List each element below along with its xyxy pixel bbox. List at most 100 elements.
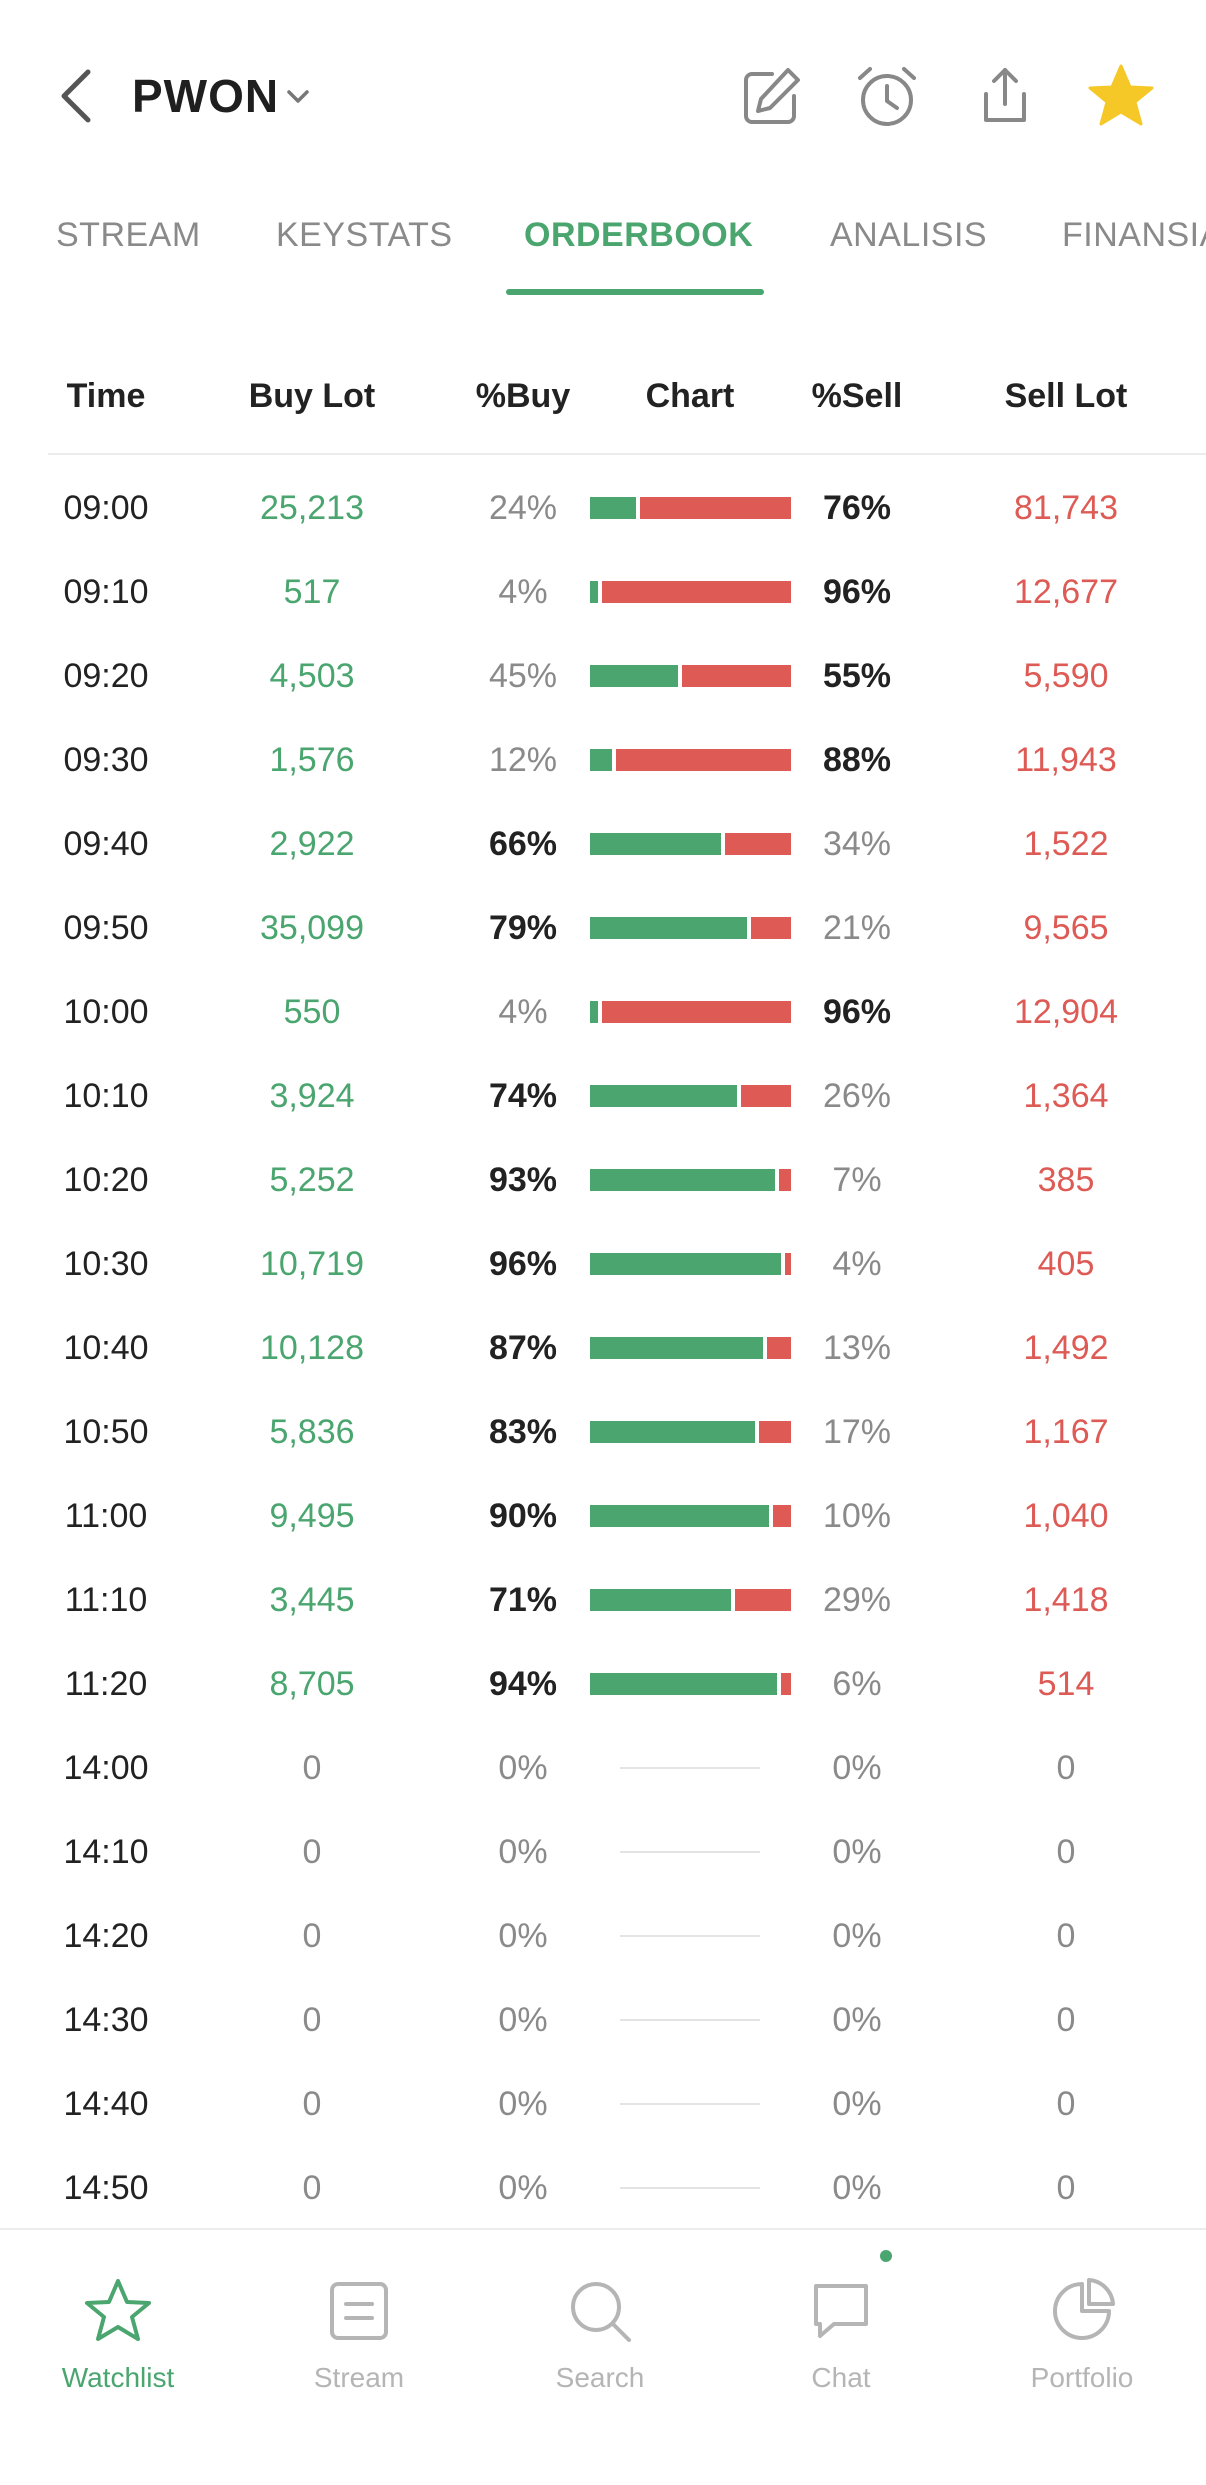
row-sell-lot: 9,565: [1023, 909, 1109, 947]
row-buy-lot: 5,836: [269, 1413, 355, 1451]
row-pct-buy: 71%: [488, 1581, 558, 1619]
alarm-clock-icon[interactable]: [852, 62, 922, 132]
table-row: 11:00 9,495 90% 10% 1,040: [0, 1474, 1206, 1558]
buy-ratio-bar: [590, 1421, 755, 1443]
nav-label-chat: Chat: [811, 2362, 871, 2393]
chevron-down-icon[interactable]: [282, 80, 314, 112]
chat-icon: [814, 2284, 868, 2338]
row-buy-lot: 0: [302, 2169, 322, 2207]
star-icon[interactable]: [1086, 62, 1156, 132]
row-ratio-chart: [590, 1253, 791, 1275]
table-row: 10:50 5,836 83% 17% 1,167: [0, 1390, 1206, 1474]
table-row: 10:00 550 4% 96% 12,904: [0, 970, 1206, 1054]
sell-ratio-bar: [640, 497, 791, 519]
row-pct-buy: 0%: [498, 1833, 548, 1871]
row-pct-sell: 6%: [832, 1665, 882, 1703]
row-sell-lot: 1,040: [1023, 1497, 1109, 1535]
row-pct-buy: 90%: [488, 1497, 558, 1535]
row-ratio-chart: [590, 1925, 791, 1947]
buy-ratio-bar: [590, 1085, 737, 1107]
table-row: 09:40 2,922 66% 34% 1,522: [0, 802, 1206, 886]
row-ratio-chart: [590, 1337, 791, 1359]
row-ratio-chart: [590, 2093, 791, 2115]
table-row: 10:40 10,128 87% 13% 1,492: [0, 1306, 1206, 1390]
buy-ratio-bar: [590, 1505, 769, 1527]
row-buy-lot: 2,922: [269, 825, 355, 863]
row-pct-sell: 96%: [822, 573, 892, 611]
sell-ratio-bar: [779, 1169, 791, 1191]
row-pct-buy: 0%: [498, 2169, 548, 2207]
empty-ratio-line: [620, 1767, 760, 1769]
tab-keystats[interactable]: KEYSTATS: [276, 216, 453, 254]
edit-icon[interactable]: [736, 62, 806, 132]
table-row: 10:10 3,924 74% 26% 1,364: [0, 1054, 1206, 1138]
sell-ratio-bar: [781, 1673, 791, 1695]
row-pct-sell: 4%: [832, 1245, 882, 1283]
nav-chat[interactable]: Chat: [741, 2250, 941, 2410]
row-pct-buy: 74%: [488, 1077, 558, 1115]
row-pct-buy: 0%: [498, 1749, 548, 1787]
pie-chart-icon: [1053, 2278, 1115, 2340]
row-pct-sell: 7%: [832, 1161, 882, 1199]
row-pct-sell: 13%: [822, 1329, 892, 1367]
row-sell-lot: 12,677: [1014, 573, 1118, 611]
row-buy-lot: 10,128: [260, 1329, 364, 1367]
buy-ratio-bar: [590, 1337, 763, 1359]
nav-stream[interactable]: Stream: [259, 2250, 459, 2410]
row-sell-lot: 1,364: [1023, 1077, 1109, 1115]
sell-ratio-bar: [741, 1085, 791, 1107]
row-sell-lot: 0: [1056, 2001, 1076, 2039]
header-divider: [48, 453, 1206, 455]
row-pct-sell: 34%: [822, 825, 892, 863]
row-ratio-chart: [590, 1421, 791, 1443]
row-pct-sell: 76%: [822, 489, 892, 527]
tab-orderbook[interactable]: ORDERBOOK: [524, 216, 754, 254]
table-row: 09:50 35,099 79% 21% 9,565: [0, 886, 1206, 970]
empty-ratio-line: [620, 2103, 760, 2105]
sell-ratio-bar: [785, 1253, 791, 1275]
row-time: 10:30: [63, 1245, 149, 1283]
row-sell-lot: 1,522: [1023, 825, 1109, 863]
row-sell-lot: 385: [1037, 1161, 1095, 1199]
share-icon[interactable]: [970, 62, 1040, 132]
row-pct-sell: 0%: [832, 2085, 882, 2123]
buy-ratio-bar: [590, 1589, 731, 1611]
nav-portfolio[interactable]: Portfolio: [982, 2250, 1182, 2410]
row-pct-buy: 4%: [498, 573, 548, 611]
row-sell-lot: 0: [1056, 1917, 1076, 1955]
row-ratio-chart: [590, 749, 791, 771]
row-pct-buy: 0%: [498, 2085, 548, 2123]
row-sell-lot: 0: [1056, 1749, 1076, 1787]
row-pct-sell: 0%: [832, 1917, 882, 1955]
table-row: 10:20 5,252 93% 7% 385: [0, 1138, 1206, 1222]
row-pct-buy: 24%: [488, 489, 558, 527]
tab-analisis[interactable]: ANALISIS: [830, 216, 988, 254]
tab-finansial[interactable]: FINANSIAL: [1062, 216, 1206, 254]
row-buy-lot: 9,495: [269, 1497, 355, 1535]
table-row: 09:20 4,503 45% 55% 5,590: [0, 634, 1206, 718]
row-sell-lot: 0: [1056, 2169, 1076, 2207]
nav-label-stream: Stream: [313, 2362, 405, 2393]
column-header-time: Time: [66, 377, 146, 415]
row-buy-lot: 0: [302, 2085, 322, 2123]
row-time: 10:10: [63, 1077, 149, 1115]
row-buy-lot: 4,503: [269, 657, 355, 695]
table-row: 10:30 10,719 96% 4% 405: [0, 1222, 1206, 1306]
row-buy-lot: 25,213: [260, 489, 364, 527]
table-row: 11:10 3,445 71% 29% 1,418: [0, 1558, 1206, 1642]
row-pct-buy: 96%: [488, 1245, 558, 1283]
table-row: 14:10 0 0% 0% 0: [0, 1810, 1206, 1894]
row-sell-lot: 12,904: [1014, 993, 1118, 1031]
nav-watchlist[interactable]: Watchlist: [18, 2250, 218, 2410]
row-sell-lot: 11,943: [1015, 741, 1117, 779]
sell-ratio-bar: [602, 581, 791, 603]
nav-search[interactable]: Search: [500, 2250, 700, 2410]
row-sell-lot: 81,743: [1014, 489, 1118, 527]
row-pct-sell: 0%: [832, 1749, 882, 1787]
row-sell-lot: 5,590: [1023, 657, 1109, 695]
tab-stream[interactable]: STREAM: [56, 216, 201, 254]
ticker-symbol[interactable]: PWON: [132, 70, 280, 122]
table-row: 14:20 0 0% 0% 0: [0, 1894, 1206, 1978]
row-time: 11:00: [64, 1497, 148, 1535]
back-arrow-icon[interactable]: [56, 66, 96, 126]
